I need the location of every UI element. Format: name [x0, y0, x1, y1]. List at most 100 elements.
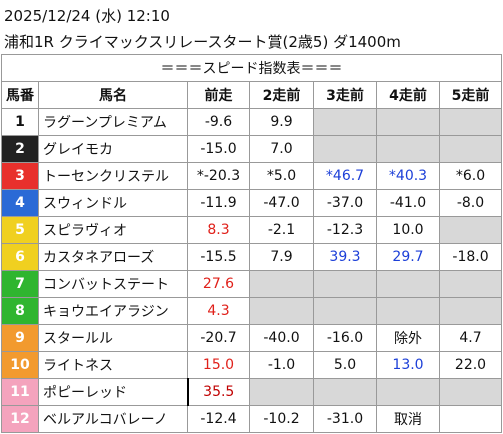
- speed-index: *46.7: [313, 162, 377, 190]
- speed-index: 8.3: [187, 216, 250, 244]
- speed-index: 4.7: [438, 324, 503, 352]
- table-row: 2 グレイモカ -15.0 7.0: [1, 135, 503, 163]
- horse-number: 3: [1, 162, 39, 190]
- speed-index: -37.0: [313, 189, 377, 217]
- horse-name: コンバットステート: [38, 270, 188, 298]
- empty-cell: [438, 297, 503, 325]
- table-row: 3 トーセンクリステル *-20.3 *5.0 *46.7 *40.3 *6.0: [1, 162, 503, 190]
- column-header: 3走前: [313, 81, 377, 109]
- speed-index: 4.3: [187, 297, 250, 325]
- speed-index: -20.7: [187, 324, 250, 352]
- speed-index: *5.0: [249, 162, 314, 190]
- empty-cell: [249, 270, 314, 298]
- speed-index: -11.9: [187, 189, 250, 217]
- datetime: 2025/12/24 (水) 12:10: [4, 7, 170, 25]
- speed-index: -31.0: [313, 405, 377, 433]
- speed-index: -18.0: [438, 243, 503, 271]
- empty-cell: [313, 135, 377, 163]
- speed-index: 13.0: [376, 351, 440, 379]
- speed-index: -47.0: [249, 189, 314, 217]
- empty-cell: [313, 378, 377, 406]
- empty-cell: [376, 135, 440, 163]
- table-row: 11 ポピーレッド 35.5: [1, 378, 503, 406]
- horse-name: スウィンドル: [38, 189, 188, 217]
- speed-index: -40.0: [249, 324, 314, 352]
- empty-cell: [376, 270, 440, 298]
- empty-cell: [249, 378, 314, 406]
- column-header: 前走: [187, 81, 250, 109]
- speed-index: *40.3: [376, 162, 440, 190]
- horse-number: 11: [1, 378, 39, 406]
- horse-name: キョウエイアラジン: [38, 297, 188, 325]
- empty-cell: [438, 270, 503, 298]
- speed-index: 5.0: [313, 351, 377, 379]
- speed-index: -16.0: [313, 324, 377, 352]
- speed-index: -12.3: [313, 216, 377, 244]
- horse-number: 6: [1, 243, 39, 271]
- speed-index: *6.0: [438, 162, 503, 190]
- speed-index: -8.0: [438, 189, 503, 217]
- horse-name: ライトネス: [38, 351, 188, 379]
- horse-name: ポピーレッド: [38, 378, 188, 406]
- speed-index: 9.9: [249, 108, 314, 136]
- speed-index: 7.0: [249, 135, 314, 163]
- empty-cell: [313, 108, 377, 136]
- empty-cell: [376, 378, 440, 406]
- table-row: 5 スピラヴィオ 8.3 -2.1 -12.3 10.0: [1, 216, 503, 244]
- horse-name: カスタネアローズ: [38, 243, 188, 271]
- horse-number: 10: [1, 351, 39, 379]
- empty-cell: [376, 108, 440, 136]
- column-header: 2走前: [249, 81, 314, 109]
- speed-index: -1.0: [249, 351, 314, 379]
- horse-name: ラグーンプレミアム: [38, 108, 188, 136]
- horse-name: スタールル: [38, 324, 188, 352]
- horse-number: 8: [1, 297, 39, 325]
- speed-index: -9.6: [187, 108, 250, 136]
- table-row: 4 スウィンドル -11.9 -47.0 -37.0 -41.0 -8.0: [1, 189, 503, 217]
- horse-number: 9: [1, 324, 39, 352]
- speed-index: -15.0: [187, 135, 250, 163]
- speed-index: 27.6: [187, 270, 250, 298]
- speed-index: -12.4: [187, 405, 250, 433]
- speed-index: 取消: [376, 405, 440, 433]
- speed-index: 15.0: [187, 351, 250, 379]
- horse-number: 7: [1, 270, 39, 298]
- column-header: 馬番: [1, 81, 39, 109]
- horse-number: 4: [1, 189, 39, 217]
- table-row: 9 スタールル -20.7 -40.0 -16.0 除外 4.7: [1, 324, 503, 352]
- empty-cell: [438, 405, 503, 433]
- horse-number: 2: [1, 135, 39, 163]
- table-title: ＝＝＝スピード指数表＝＝＝: [0, 54, 503, 82]
- speed-index: 10.0: [376, 216, 440, 244]
- speed-index: *-20.3: [187, 162, 250, 190]
- speed-index: 29.7: [376, 243, 440, 271]
- empty-cell: [438, 108, 503, 136]
- horse-name: スピラヴィオ: [38, 216, 188, 244]
- table-row: 8 キョウエイアラジン 4.3: [1, 297, 503, 325]
- speed-index: 除外: [376, 324, 440, 352]
- column-header: 5走前: [438, 81, 503, 109]
- speed-index: -41.0: [376, 189, 440, 217]
- speed-index: -2.1: [249, 216, 314, 244]
- empty-cell: [313, 270, 377, 298]
- empty-cell: [438, 378, 503, 406]
- table-row: 7 コンバットステート 27.6: [1, 270, 503, 298]
- table-row: 6 カスタネアローズ -15.5 7.9 39.3 29.7 -18.0: [1, 243, 503, 271]
- table-row: 1 ラグーンプレミアム -9.6 9.9: [1, 108, 503, 136]
- table-row: 12 ベルアルコバレーノ -12.4 -10.2 -31.0 取消: [1, 405, 503, 433]
- empty-cell: [376, 297, 440, 325]
- empty-cell: [438, 135, 503, 163]
- speed-index: 22.0: [438, 351, 503, 379]
- horse-number: 12: [1, 405, 39, 433]
- column-header: 馬名: [38, 81, 188, 109]
- horse-name: トーセンクリステル: [38, 162, 188, 190]
- speed-index-table: ＝＝＝スピード指数表＝＝＝ 馬番 馬名 前走 2走前 3走前 4走前 5走前 1 ラグーンプレ…: [0, 54, 503, 433]
- horse-name: ベルアルコバレーノ: [38, 405, 188, 433]
- empty-cell: [249, 297, 314, 325]
- speed-index: 39.3: [313, 243, 377, 271]
- table-row: 10 ライトネス 15.0 -1.0 5.0 13.0 22.0: [1, 351, 503, 379]
- horse-name: グレイモカ: [38, 135, 188, 163]
- race-info: 浦和1R クライマックスリレースタート賞(2歳5) ダ1400m: [4, 33, 401, 51]
- horse-number: 1: [1, 108, 39, 136]
